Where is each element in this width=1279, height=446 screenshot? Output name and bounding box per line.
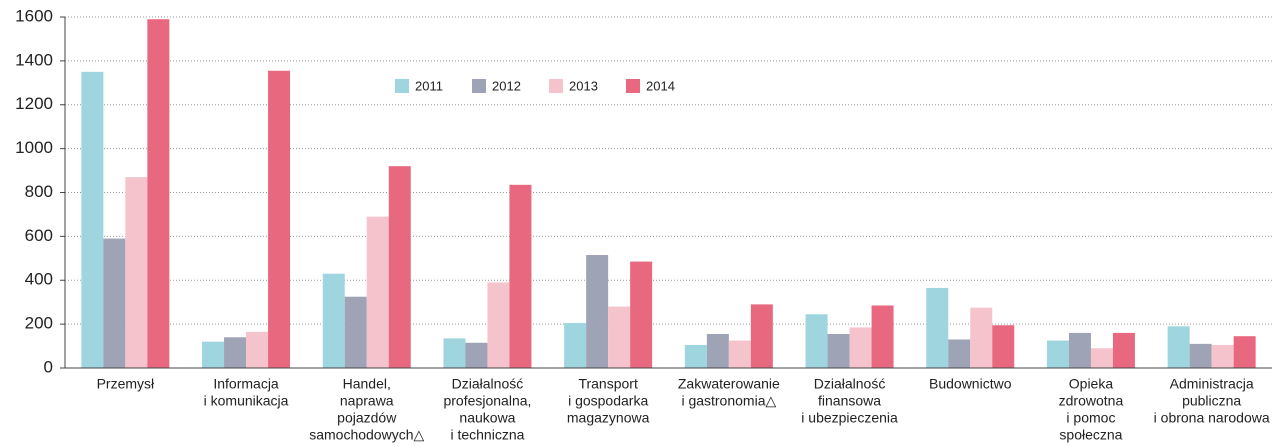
y-tick-label: 200 xyxy=(25,314,53,333)
x-tick-label: pojazdów xyxy=(337,410,397,426)
x-tick-label: i pomoc xyxy=(1066,410,1115,426)
bar xyxy=(1090,348,1113,368)
bar xyxy=(926,287,949,368)
bar xyxy=(1211,344,1234,368)
bar xyxy=(509,184,532,368)
legend-label: 2013 xyxy=(569,78,598,93)
x-tick-label: Handel, xyxy=(343,376,391,392)
x-tick-label: Budownictwo xyxy=(929,376,1012,392)
x-tick-label: zdrowotna xyxy=(1059,393,1124,409)
bar xyxy=(750,304,773,368)
x-tick-label: społeczna xyxy=(1059,427,1122,443)
legend-label: 2014 xyxy=(646,78,675,93)
bar xyxy=(1068,332,1091,368)
bar xyxy=(147,19,170,368)
bar xyxy=(81,71,104,368)
bar xyxy=(849,327,872,368)
y-tick-label: 800 xyxy=(25,182,53,201)
bar xyxy=(465,342,488,368)
x-tick-label: Zakwaterowanie xyxy=(678,376,780,392)
y-tick-label: 0 xyxy=(44,357,53,376)
bar xyxy=(871,305,894,368)
bar xyxy=(322,273,345,368)
bar xyxy=(948,339,971,368)
bar xyxy=(728,340,751,368)
y-tick-label: 600 xyxy=(25,226,53,245)
legend-swatch xyxy=(472,79,486,93)
x-tick-label: i gospodarka xyxy=(568,393,648,409)
bar xyxy=(1233,336,1256,368)
bar xyxy=(805,314,828,368)
bar xyxy=(125,177,148,368)
x-tick-label: samochodowych△ xyxy=(309,427,424,443)
y-tick-label: 1200 xyxy=(15,94,53,113)
bar xyxy=(1189,343,1212,368)
x-tick-label: i komunikacja xyxy=(204,393,289,409)
x-tick-label: finansowa xyxy=(818,393,881,409)
x-tick-label: naukowa xyxy=(459,410,515,426)
y-tick-label: 1000 xyxy=(15,138,53,157)
bar xyxy=(1046,340,1069,368)
bar xyxy=(366,216,389,368)
bar xyxy=(992,325,1015,368)
x-tick-label: Administracja xyxy=(1170,376,1254,392)
bar xyxy=(706,333,729,368)
bar xyxy=(487,282,510,368)
y-tick-label: 1600 xyxy=(15,6,53,25)
legend-swatch xyxy=(395,79,409,93)
bar xyxy=(586,255,609,368)
bar xyxy=(630,261,653,368)
x-tick-label: Transport xyxy=(578,376,638,392)
x-tick-label: i obrona narodowa xyxy=(1154,410,1270,426)
x-tick-label: i ubezpieczenia xyxy=(801,410,898,426)
bar xyxy=(564,323,587,368)
x-tick-label: naprawa xyxy=(340,393,394,409)
bar xyxy=(344,296,367,368)
x-tick-label: Działalność xyxy=(814,376,886,392)
x-tick-label: Przemysł xyxy=(97,376,155,392)
bar xyxy=(684,344,707,368)
bar xyxy=(1167,326,1190,368)
bar xyxy=(970,307,993,368)
bar xyxy=(1112,332,1135,368)
bar xyxy=(608,306,631,368)
bar xyxy=(202,341,225,368)
legend-swatch xyxy=(626,79,640,93)
bar xyxy=(827,333,850,368)
legend-label: 2011 xyxy=(415,78,443,93)
x-tick-label: i techniczna xyxy=(450,427,524,443)
x-tick-label: Działalność xyxy=(452,376,524,392)
bar xyxy=(388,166,411,368)
x-tick-label: publiczna xyxy=(1182,393,1241,409)
bar xyxy=(246,331,269,368)
bar xyxy=(443,338,466,368)
legend-label: 2012 xyxy=(492,78,521,93)
bar xyxy=(268,70,291,368)
legend-swatch xyxy=(549,79,563,93)
x-tick-label: Informacja xyxy=(213,376,279,392)
x-tick-label: i gastronomia△ xyxy=(681,393,776,409)
x-tick-label: magazynowa xyxy=(567,410,650,426)
bar xyxy=(224,337,247,368)
x-tick-label: Opieka xyxy=(1069,376,1114,392)
y-tick-label: 400 xyxy=(25,270,53,289)
y-tick-label: 1400 xyxy=(15,50,53,69)
x-tick-label: profesjonalna, xyxy=(443,393,531,409)
bar xyxy=(103,238,126,368)
